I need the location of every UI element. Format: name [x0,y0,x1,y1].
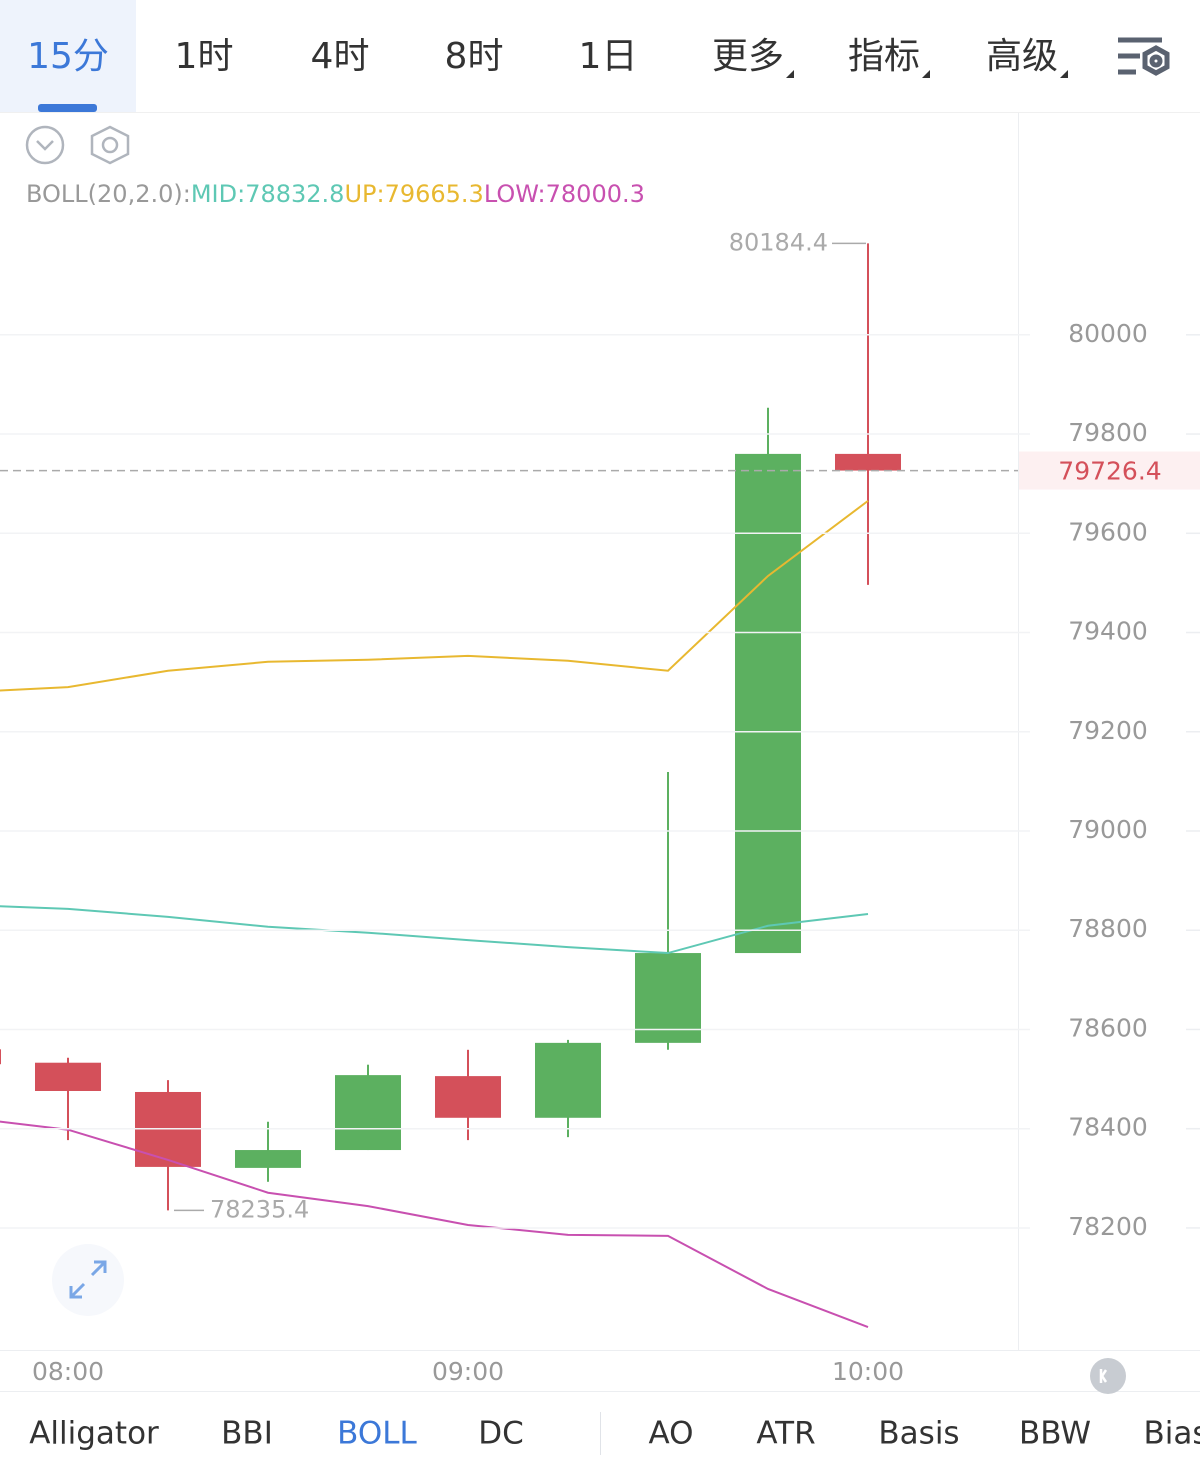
timeframe-tab[interactable]: 4时 [311,36,370,77]
y-tick-label: 79200 [1068,716,1148,745]
timeframe-tab[interactable]: 高级 [986,36,1058,77]
indicator-tab[interactable]: Alligator [29,1416,159,1452]
indicator-name: BOLL(20,2.0): [26,180,191,208]
active-tab-bg [0,0,136,112]
candle-body [35,1062,101,1091]
legend-value: 79665.3 [385,180,484,208]
indicator-tab[interactable]: ATR [756,1416,815,1452]
candle-body [335,1075,401,1151]
candle-body [735,453,801,954]
dropdown-marker [922,70,930,78]
candle-body [0,1049,1,1065]
plot [0,243,901,1328]
expand-button[interactable] [52,1244,124,1316]
y-tick-label: 79600 [1068,517,1148,546]
dropdown-marker [1060,70,1068,78]
timeframe-tab[interactable]: 15分 [27,36,109,77]
timeframe-tab[interactable]: 1时 [175,36,234,77]
indicator-tab[interactable]: BBI [221,1416,273,1452]
indicator-tab[interactable]: Basis [878,1416,959,1452]
y-tick-label: 79400 [1068,617,1148,646]
boll-line [0,500,869,692]
x-tick-label: 10:00 [832,1357,904,1386]
candle-body [235,1150,301,1168]
boll-line [0,905,869,955]
settings-icon[interactable] [1118,37,1170,76]
indicator-legend: BOLL(20,2.0):MID:78832.8UP:79665.3LOW:78… [26,180,645,208]
x-tick-label: 08:00 [32,1357,104,1386]
candle-body [635,953,701,1043]
timeframe-tab[interactable]: 指标 [848,36,920,77]
y-tick-label: 79800 [1068,418,1148,447]
boll-line [0,1120,869,1328]
indicator-tab[interactable]: AO [648,1416,693,1452]
legend-label: UP: [344,180,384,208]
current-price-label: 79726.4 [1058,457,1161,486]
active-tab-indicator [38,104,97,112]
legend-value: 78832.8 [245,180,344,208]
y-tick-label: 78400 [1068,1113,1148,1142]
indicator-tab[interactable]: DC [478,1416,524,1452]
candle-body [835,453,901,471]
x-tick-label: 09:00 [432,1357,504,1386]
indicator-tab[interactable]: BOLL [337,1416,417,1452]
settings-hex-icon[interactable] [90,125,130,165]
timeframe-tab[interactable]: 更多 [712,36,784,77]
candle-body [535,1042,601,1118]
timeframe-tab[interactable]: 8时 [445,36,504,77]
legend-value: 78000.3 [546,180,645,208]
y-tick-label: 78200 [1068,1212,1148,1241]
y-tick-label: 78800 [1068,914,1148,943]
dropdown-marker [786,70,794,78]
candle-body [435,1076,501,1118]
legend-label: LOW: [484,180,546,208]
legend-label: MID: [191,180,245,208]
indicator-tab[interactable]: BBW [1019,1416,1091,1452]
timeframe-tab[interactable]: 1日 [579,36,638,77]
indicator-tab[interactable]: Bias [1143,1416,1200,1452]
y-tick-label: 79000 [1068,815,1148,844]
current-price-bg [1019,451,1200,490]
y-tick-label: 80000 [1068,319,1148,348]
scroll-latest-button[interactable] [1090,1358,1126,1394]
max-label: 80184.4 [729,228,828,256]
collapse-icon[interactable] [25,125,65,165]
y-tick-label: 78600 [1068,1013,1148,1042]
min-label: 78235.4 [210,1195,309,1223]
